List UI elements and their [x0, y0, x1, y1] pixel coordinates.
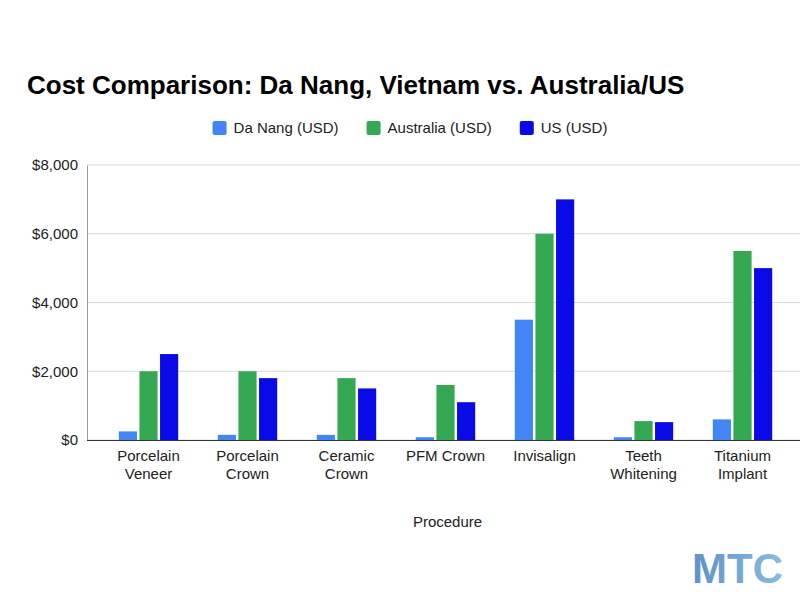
- bar: [160, 354, 178, 440]
- x-axis-title: Procedure: [413, 513, 482, 530]
- x-tick-label: CeramicCrown: [319, 447, 375, 483]
- bar: [317, 435, 335, 440]
- legend: Da Nang (USD) Australia (USD) US (USD): [213, 119, 608, 136]
- bar: [733, 251, 751, 440]
- y-tick-label: $4,000: [32, 294, 78, 311]
- grid-line: [87, 371, 800, 372]
- y-axis: $0 $2,000 $4,000 $6,000 $8,000: [32, 156, 87, 448]
- legend-label: Da Nang (USD): [234, 119, 339, 136]
- grid-line: [87, 302, 800, 303]
- legend-item: Australia (USD): [367, 119, 492, 136]
- legend-swatch: [520, 121, 534, 135]
- y-tick: $2,000: [32, 363, 87, 380]
- bar: [238, 371, 256, 440]
- y-tick-label: $6,000: [32, 225, 78, 242]
- y-tick: $4,000: [32, 294, 87, 311]
- bar-series: [119, 320, 731, 440]
- legend-item: US (USD): [520, 119, 608, 136]
- bar-series: [160, 199, 772, 440]
- x-axis-line: [87, 440, 800, 441]
- bar: [515, 320, 533, 440]
- x-axis: PorcelainVeneer PorcelainCrown CeramicCrow…: [87, 440, 800, 482]
- bar: [535, 234, 553, 440]
- y-tick: $6,000: [32, 225, 87, 242]
- bar: [754, 268, 772, 440]
- x-tick: PFM Crown: [406, 440, 485, 464]
- x-tick-label: TeethWhitening: [610, 447, 677, 483]
- bar: [358, 388, 376, 440]
- bar: [655, 422, 673, 440]
- bar: [218, 435, 236, 440]
- chart: Cost Comparison: Da Nang, Vietnam vs. Au…: [0, 0, 800, 600]
- bar-series: [139, 234, 751, 440]
- legend-label: US (USD): [541, 119, 608, 136]
- bars: [119, 199, 772, 440]
- bar: [614, 437, 632, 440]
- y-tick: $8,000: [32, 156, 87, 173]
- x-tick-label: Invisalign: [513, 447, 576, 464]
- legend-swatch: [213, 121, 227, 135]
- x-tick: TitaniumImplant: [714, 440, 771, 482]
- bar: [634, 421, 652, 440]
- x-tick: CeramicCrown: [319, 440, 375, 482]
- bar: [416, 437, 434, 440]
- bar: [556, 199, 574, 440]
- x-tick-label: TitaniumImplant: [714, 447, 771, 483]
- bar: [119, 431, 137, 440]
- bar: [713, 419, 731, 440]
- y-tick-label: $2,000: [32, 363, 78, 380]
- y-tick-label: $8,000: [32, 156, 78, 173]
- grid-line: [87, 233, 800, 234]
- legend-swatch: [367, 121, 381, 135]
- bar: [259, 378, 277, 440]
- legend-item: Da Nang (USD): [213, 119, 339, 136]
- y-tick: $0: [61, 431, 87, 448]
- x-tick: TeethWhitening: [610, 440, 677, 482]
- y-axis-line: [87, 166, 88, 441]
- x-tick: PorcelainCrown: [216, 440, 279, 482]
- x-tick-label: PFM Crown: [406, 447, 485, 464]
- bar: [457, 402, 475, 440]
- x-tick: Invisalign: [513, 440, 576, 464]
- title: Cost Comparison: Da Nang, Vietnam vs. Au…: [27, 70, 684, 100]
- annotation: MTC: [692, 545, 783, 592]
- grid: [87, 165, 800, 440]
- x-tick-label: PorcelainVeneer: [117, 447, 180, 483]
- y-tick-label: $0: [61, 431, 78, 448]
- bar: [139, 371, 157, 440]
- bar: [436, 385, 454, 440]
- grid-line: [87, 165, 800, 166]
- x-tick-label: PorcelainCrown: [216, 447, 279, 483]
- x-tick: PorcelainVeneer: [117, 440, 180, 482]
- legend-label: Australia (USD): [388, 119, 492, 136]
- bar: [337, 378, 355, 440]
